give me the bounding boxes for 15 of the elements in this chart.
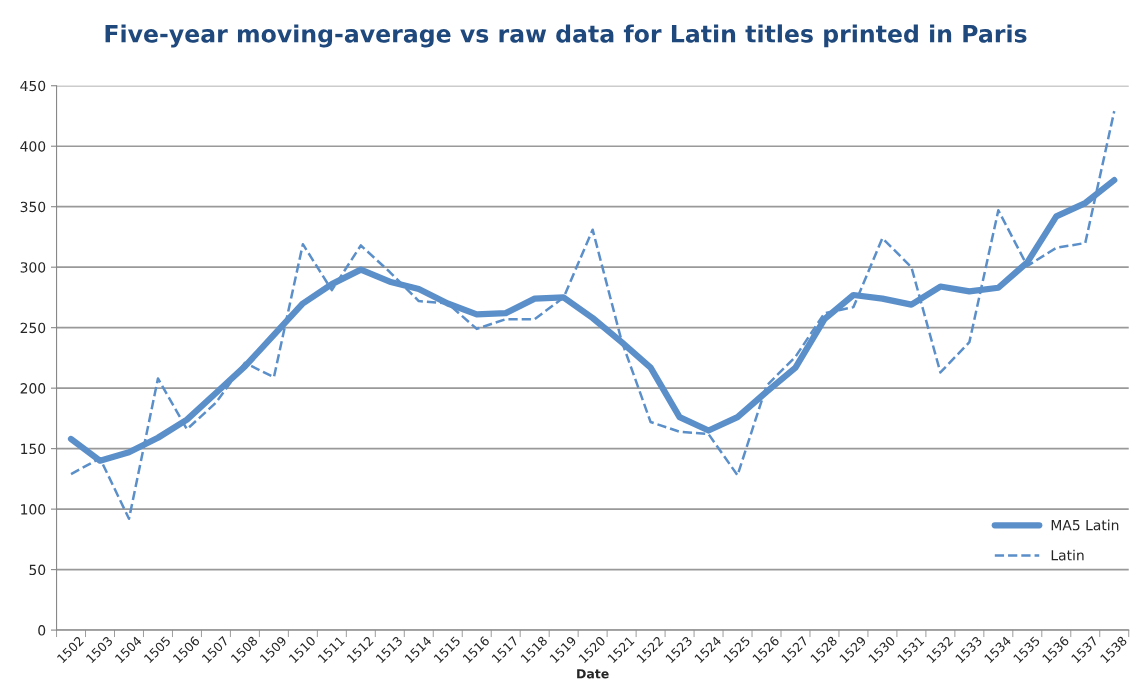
- y-tick-label: 400: [20, 141, 46, 152]
- legend-label: Latin: [1051, 549, 1084, 561]
- y-tick-label: 250: [20, 322, 46, 334]
- y-tick-label: 100: [21, 504, 46, 515]
- y-tick-label: 150: [21, 443, 46, 455]
- legend-label: MA5 Latin: [1051, 519, 1119, 531]
- line-series: [69, 109, 1116, 521]
- y-tick-label: 450: [20, 80, 46, 92]
- x-axis-title: Date: [577, 669, 609, 679]
- y-tick-label: 0: [38, 625, 46, 636]
- y-tick-label: 50: [29, 564, 46, 576]
- chart-title: Five-year moving-average vs raw data for Latin titles printed in Paris: [105, 24, 1027, 48]
- y-tick-label: 300: [20, 262, 46, 273]
- y-tick-label: 350: [20, 201, 46, 213]
- y-tick-label: 200: [20, 383, 46, 394]
